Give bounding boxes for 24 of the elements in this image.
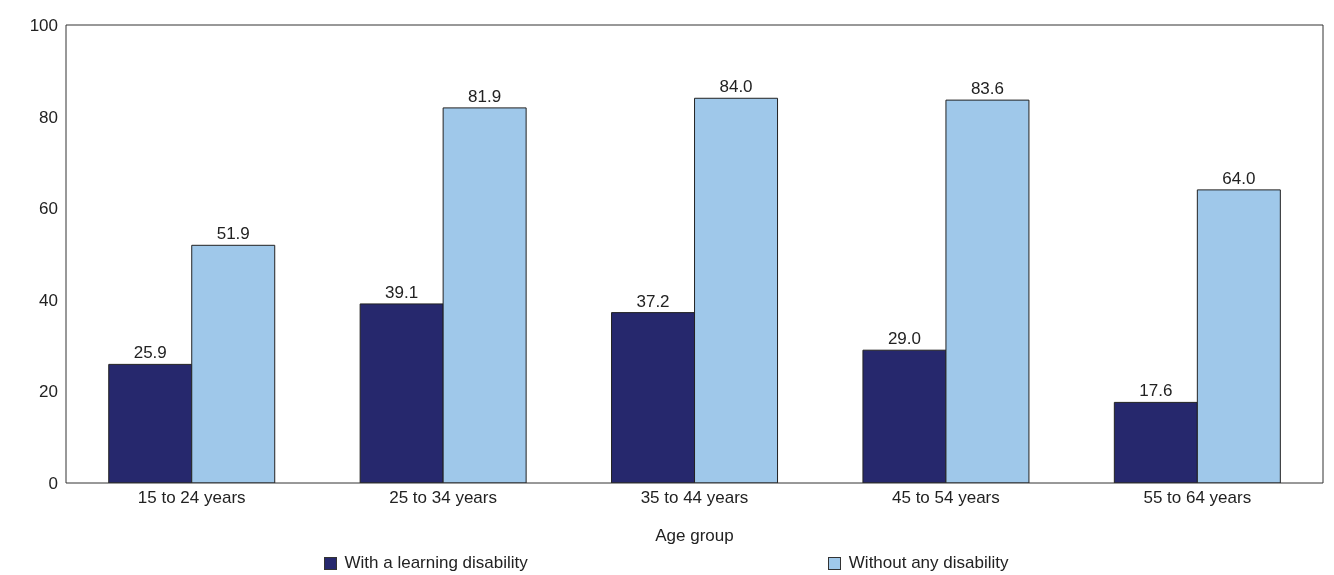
x-tick-label: 45 to 54 years [892,488,1000,508]
x-axis-title: Age group [655,526,734,545]
data-label: 17.6 [1139,381,1173,401]
y-tick-label: 20 [39,382,58,402]
data-label: 25.9 [133,343,167,363]
data-label: 39.1 [385,282,419,302]
legend-label: Without any disability [847,553,1009,573]
y-tick-label: 60 [39,199,58,219]
data-label: 37.2 [636,291,670,311]
data-label: 81.9 [468,86,502,106]
data-label: 51.9 [216,224,250,244]
y-tick-label: 0 [48,474,58,494]
x-tick-label: 25 to 34 years [389,488,497,508]
y-tick-label: 80 [39,107,58,127]
y-tick-label: 100 [29,16,58,36]
data-label: 29.0 [887,329,921,349]
y-tick-label: 40 [39,290,58,310]
x-tick-label: 35 to 44 years [640,488,749,508]
data-label: 64.0 [1222,168,1256,188]
data-label: 83.6 [970,79,1004,99]
data-label: 84.0 [719,77,753,97]
x-tick-label: 55 to 64 years [1143,488,1252,508]
x-tick-label: 15 to 24 years [137,488,246,508]
legend-label: With a learning disability [343,553,528,573]
